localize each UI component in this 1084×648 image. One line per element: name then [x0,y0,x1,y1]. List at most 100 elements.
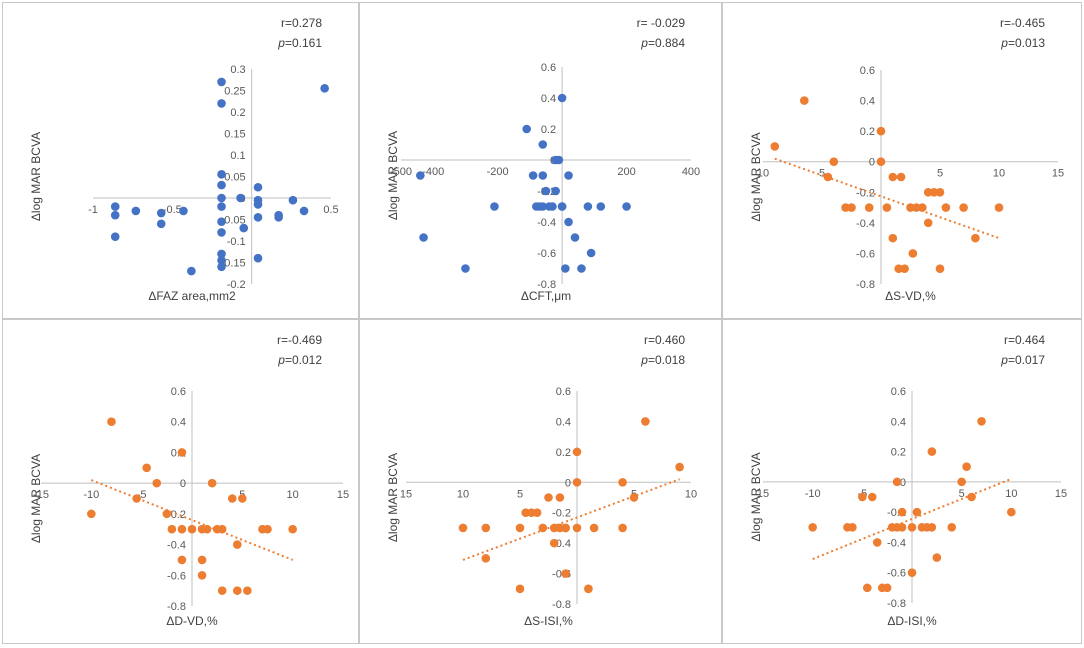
stat-p-value: =0.012 [285,353,322,367]
x-tick-label: 10 [685,488,697,500]
data-point [977,416,986,426]
y-tick-label: -0.8 [537,279,556,291]
y-tick-label: -0.6 [856,248,875,260]
data-point [888,172,898,182]
data-point [110,232,120,241]
y-tick-label: 0.2 [541,124,556,136]
data-point [959,203,968,212]
data-point [544,493,553,502]
data-point [481,523,491,533]
data-point [808,522,817,532]
stat-p: p=0.161 [277,36,322,50]
data-point [897,507,907,517]
data-point [253,182,263,192]
data-point [863,583,872,593]
data-point [800,96,809,105]
data-point [217,99,226,108]
data-point [848,522,857,532]
y-tick-label: 0.2 [230,107,245,119]
data-point [187,266,196,276]
data-point [561,523,570,533]
data-point [675,462,684,472]
x-tick-label: 5 [517,488,523,500]
chart-panel-3: 0.6 0.4 0.2 0 -0.2 -0.4 -0.6 -0.8 10 5 5 10 15 Δlog M… [722,2,1082,319]
y-tick-label: -0.4 [887,537,906,549]
y-tick-label: 0.4 [860,96,875,108]
stat-p-value: =0.018 [648,353,685,367]
data-point [935,264,945,274]
x-tick-label: 200 [617,166,635,178]
x-tick-label: 15 [1055,488,1067,500]
x-tick-label: 10 [287,489,299,501]
data-point [555,493,565,502]
data-point [618,477,627,487]
data-point [551,155,560,165]
data-point [320,84,329,93]
y-tick-label: -0.8 [856,279,875,291]
y-tick-label: 0.6 [171,386,186,398]
stat-p: p=0.017 [1000,353,1045,367]
y-tick-label: 0.4 [171,417,186,429]
trendline [774,157,1000,240]
data-point [770,142,780,151]
data-point [923,187,933,197]
data-point [217,202,226,211]
data-point [962,462,971,472]
x-tick-label: -400 [422,166,444,178]
x-tick-label: -10 [83,489,99,501]
data-point [589,523,599,533]
data-point [892,477,902,487]
data-point [900,264,909,274]
stat-p-value: =0.884 [648,36,685,50]
y-tick-label: 0.2 [860,126,875,138]
data-point [522,124,531,134]
x-tick-label: 10 [457,488,469,500]
data-point [179,206,188,216]
stat-p: p=0.018 [640,353,685,367]
chart-panel-2: 0.60.40.20-0.2-0.4-0.6-0.8-500-400-20020… [359,2,722,319]
chart-panel-6: 0.60.40.20-0.2-0.4-0.6-0.815-10-551015Δl… [722,319,1082,644]
data-point [217,217,226,226]
scatter-chart: 0.60.40.20-0.2-0.4-0.6-0.8-15-10-551015Δ… [29,333,349,628]
stat-p-label: p [1000,353,1008,367]
y-tick-label: -0.2 [552,508,571,520]
data-point [217,262,226,272]
trendline [462,478,680,561]
y-tick-label: 0.2 [891,447,906,459]
x-tick-label: -500 [390,166,412,178]
data-point [110,210,120,220]
x-tick-label: 5 [959,488,965,500]
y-tick-label: 0.6 [541,62,556,74]
data-point [217,170,226,179]
y-tick-label: -0.4 [856,218,875,230]
x-tick-label: -200 [487,166,509,178]
data-point [906,203,915,212]
x-tick-label: 10 [757,168,769,180]
data-point [538,140,548,149]
data-point [829,157,839,167]
data-point [847,203,856,212]
x-tick-label: -10 [805,488,821,500]
data-point [481,554,491,563]
data-point [907,568,917,578]
data-point [528,171,538,180]
stat-p-label: p [277,36,285,50]
data-point [927,447,937,456]
data-point [197,555,207,565]
y-tick-label: -0.8 [552,599,571,611]
data-point [288,524,297,534]
data-point [872,538,882,547]
data-point [532,508,542,518]
stat-p-label: p [277,353,285,367]
x-tick-label: 15 [757,488,769,500]
data-point [551,186,560,196]
data-point [263,524,272,534]
data-point [217,249,226,259]
data-point [202,524,212,534]
stat-r: r=0.460 [644,333,685,347]
data-point [897,522,907,532]
data-point [929,187,939,197]
x-tick-label: 0.5 [323,204,338,216]
x-tick-label: -1 [88,204,98,216]
data-point [564,171,573,180]
